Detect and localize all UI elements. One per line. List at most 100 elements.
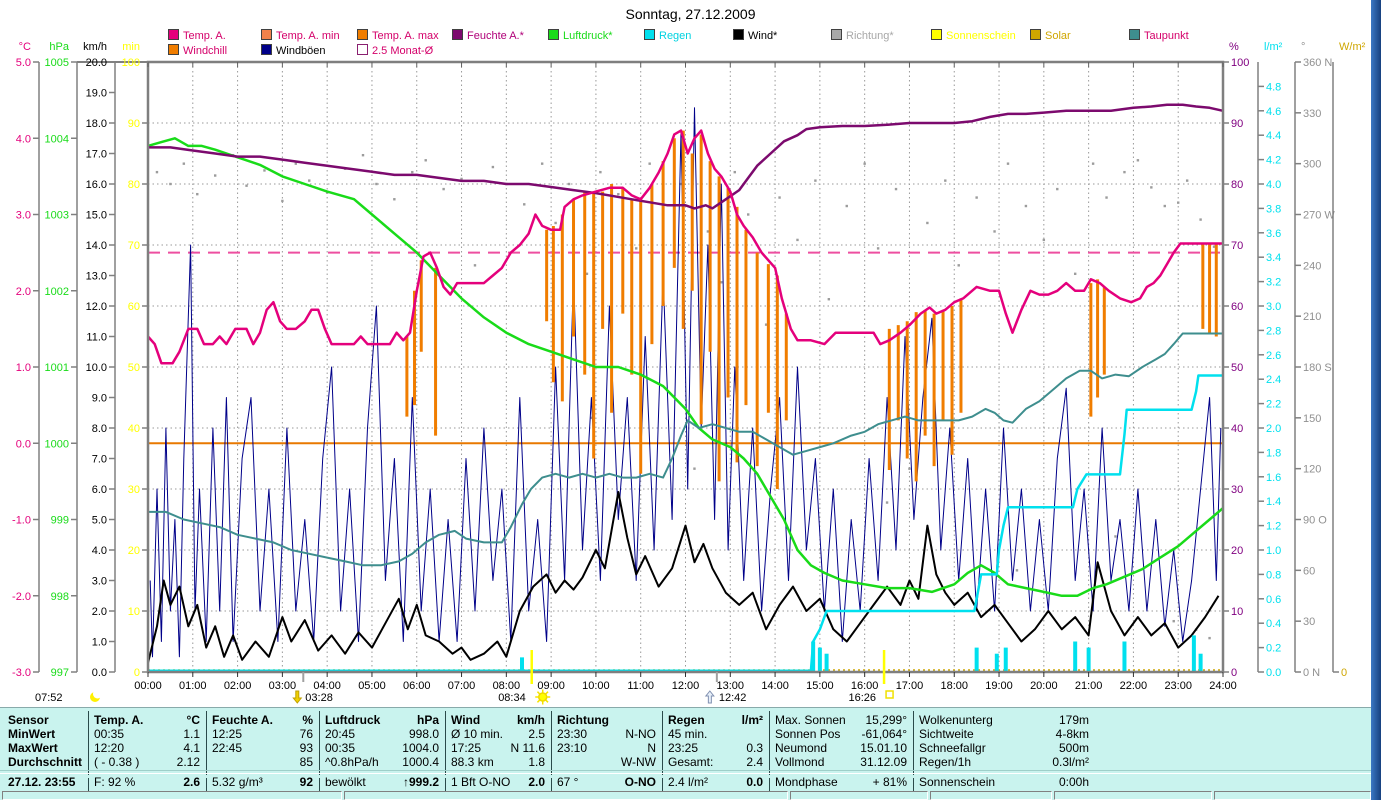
- chart-area: 5.0 4.0 3.0 2.0 1.0 0.0 -1.0 -2.0 -3.0 °C 1005 1004…: [12, 41, 1366, 705]
- x-axis-label: 11:00: [627, 680, 654, 692]
- moon-icon: [90, 689, 102, 702]
- table-cell-value: 0.0: [746, 775, 763, 789]
- wind-direction-dot: [590, 416, 593, 420]
- series-taupunkt: [148, 332, 1223, 567]
- wind-direction-dot: [1150, 186, 1153, 189]
- table-column-separator: [206, 778, 207, 797]
- axis-tick-label-km-h: 9.0: [92, 393, 107, 405]
- table-cell-time: bewölkt: [325, 775, 366, 789]
- axis-tick-label-l-m: 3.4: [1266, 252, 1281, 264]
- table-condition-label: Schneefallgr: [919, 741, 986, 755]
- axis-tick-label-hpa: 1005: [45, 57, 69, 69]
- axis-unit-km-h: km/h: [83, 41, 107, 53]
- axis-tick-label-hpa: 1001: [45, 362, 69, 374]
- axis-tick-label-km-h: 8.0: [92, 423, 107, 435]
- wind-direction-dot: [1105, 196, 1108, 199]
- legend-label: Richtung*: [846, 30, 894, 42]
- table-col-unit: °C: [186, 713, 200, 727]
- wind-direction-dot: [393, 198, 396, 201]
- axis-tick-label-: 240: [1303, 260, 1321, 272]
- axis-unit-: °: [1301, 41, 1305, 53]
- axis-tick-label-w-m: 0: [1341, 667, 1347, 679]
- axis-tick-label-km-h: 11.0: [86, 332, 107, 344]
- wind-direction-dot: [926, 221, 929, 225]
- axis-tick-label-l-m: 4.2: [1266, 155, 1281, 167]
- axis-unit-w-m: W/m²: [1339, 41, 1366, 53]
- series-windb-en: [149, 107, 1222, 658]
- axis-tick-label-hpa: 1004: [45, 133, 69, 145]
- axis-tick-label-l-m: 2.2: [1266, 399, 1281, 411]
- weather-chart: 5.04.03.02.01.00.0-1.0-2.0-3.0°C10051004…: [12, 41, 1366, 705]
- axis-tick-label-: 0: [1231, 667, 1237, 679]
- axis-tick-label-l-m: 4.6: [1266, 106, 1281, 118]
- axis-tick-label-l-m: 1.0: [1266, 545, 1281, 557]
- wind-direction-dot: [1172, 619, 1175, 623]
- table-condition-value: 179m: [1058, 713, 1089, 727]
- table-cell-value: 92: [299, 775, 313, 789]
- legend-item-solar: Solar: [1030, 29, 1071, 42]
- wind-direction-dot: [411, 170, 414, 174]
- status-panel: [790, 791, 928, 800]
- legend-swatch-2-5-monat: [357, 44, 368, 55]
- legend-swatch-wind: [733, 29, 744, 40]
- table-cell-value: ↑999.2: [402, 775, 439, 789]
- legend-swatch-luftdruck: [548, 29, 559, 40]
- wind-direction-dot: [1056, 187, 1059, 191]
- axis-tick-label-l-m: 3.2: [1266, 277, 1281, 289]
- table-cell-value: N-NO: [625, 727, 656, 741]
- axis-tick-label-km-h: 2.0: [92, 606, 107, 618]
- series-wind: [147, 491, 1220, 664]
- table-astro-label: Sonnen Pos: [775, 727, 841, 741]
- table-column-separator: [913, 778, 914, 797]
- table-cell-time: 00:35: [325, 741, 356, 755]
- wind-direction-dot: [361, 153, 365, 157]
- x-axis-label: 00:00: [134, 680, 162, 692]
- table-col-header-regen: Regen: [668, 713, 705, 727]
- axis-tick-label-: 90: [1231, 118, 1243, 130]
- table-row-label: MaxWert: [8, 741, 58, 755]
- axis-tick-label-min: 20: [128, 545, 140, 557]
- axis-tick-label-l-m: 1.4: [1266, 496, 1281, 508]
- wind-direction-dot: [706, 230, 710, 233]
- axis-tick-label-c: 2.0: [16, 286, 31, 298]
- table-column-separator: [662, 711, 663, 775]
- status-panel: [344, 791, 788, 800]
- axis-tick-label-km-h: 1.0: [92, 637, 107, 649]
- wind-direction-dot: [460, 177, 463, 181]
- wind-direction-dot: [1185, 179, 1189, 182]
- wind-direction-dot: [827, 298, 831, 301]
- legend-item-feuchte-a: Feuchte A.*: [452, 29, 524, 42]
- table-col-header-feuchte-a: Feuchte A.: [212, 713, 273, 727]
- wind-direction-dot: [1015, 569, 1019, 572]
- axis-tick-label-c: 5.0: [16, 57, 31, 69]
- table-cell-time: ^0.8hPa/h: [325, 755, 379, 769]
- axis-tick-label-c: -1.0: [12, 515, 31, 527]
- axis-tick-label-l-m: 2.0: [1266, 423, 1281, 435]
- status-panel: [1214, 791, 1371, 800]
- wind-direction-dot: [894, 187, 898, 191]
- x-axis-label: 16:00: [851, 680, 879, 692]
- axis-tick-label-l-m: 0.6: [1266, 594, 1281, 606]
- wind-direction-dot: [182, 162, 186, 165]
- table-condition-label: Sonnenschein: [919, 775, 996, 789]
- axis-tick-label-c: -2.0: [12, 591, 31, 603]
- wind-direction-dot: [1136, 159, 1140, 162]
- x-axis-label: 01:00: [179, 680, 207, 692]
- wind-direction-dot: [281, 199, 284, 203]
- sensor-data-table: Sensor MinWert MaxWert Durchschnitt 27.12. 2…: [0, 707, 1371, 797]
- axis-tick-label-l-m: 3.8: [1266, 203, 1281, 215]
- wind-direction-dot: [196, 192, 199, 196]
- axis-tick-label-l-m: 2.6: [1266, 350, 1281, 362]
- legend-swatch-regen: [644, 29, 655, 40]
- axis-tick-label-min: 10: [128, 606, 140, 618]
- table-column-separator: [769, 711, 770, 775]
- sunset-time: 16:26: [849, 692, 877, 704]
- axis-tick-label-km-h: 7.0: [92, 454, 107, 466]
- status-panel: [1054, 791, 1212, 800]
- table-cell-time: F: 92 %: [94, 775, 136, 789]
- series-temp-a: [147, 129, 1223, 365]
- wind-direction-dot: [944, 179, 947, 182]
- axis-unit-l-m: l/m²: [1264, 41, 1283, 53]
- page-title: Sonntag, 27.12.2009: [625, 6, 756, 22]
- table-cell-time: 17:25: [451, 741, 482, 755]
